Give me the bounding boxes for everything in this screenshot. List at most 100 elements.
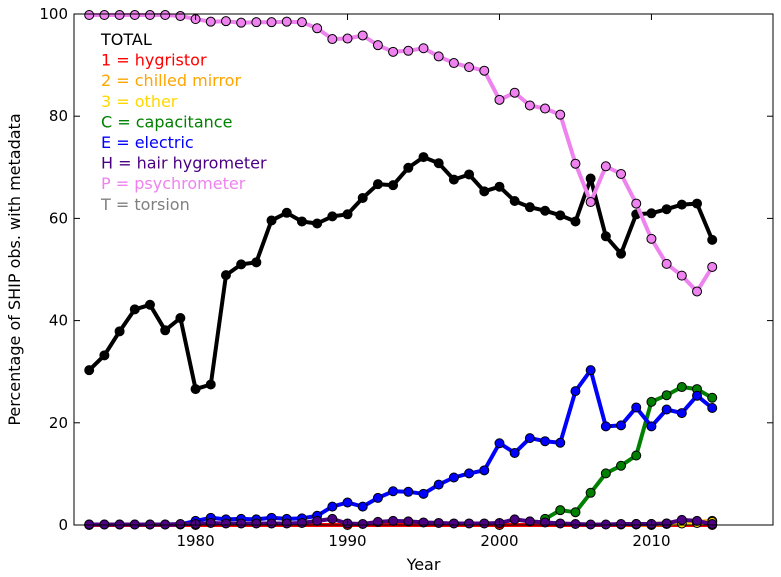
data-point — [676, 408, 687, 419]
legend-entry: 3 = other — [101, 92, 178, 111]
data-point — [616, 420, 627, 431]
data-point — [342, 497, 353, 508]
data-point — [540, 205, 551, 216]
data-point — [494, 94, 505, 105]
data-point — [585, 197, 596, 208]
data-point — [281, 207, 292, 218]
data-point — [646, 396, 657, 407]
data-point — [327, 501, 338, 512]
data-point — [144, 519, 155, 530]
series-4 — [540, 382, 718, 524]
data-point — [327, 34, 338, 45]
data-point — [266, 215, 277, 226]
data-point — [312, 218, 323, 229]
data-point — [631, 450, 642, 461]
data-point — [251, 17, 262, 28]
data-point — [570, 216, 581, 227]
data-point — [357, 30, 368, 41]
data-point — [555, 437, 566, 448]
data-point — [251, 518, 262, 529]
data-point — [281, 16, 292, 27]
data-point — [646, 233, 657, 244]
data-point — [175, 313, 186, 324]
data-point — [707, 234, 718, 245]
data-point — [692, 390, 703, 401]
data-point — [464, 62, 475, 73]
axes-layer: 1980 1990 2000 2010 0 20 40 60 80 100 — [39, 5, 773, 550]
data-point — [631, 402, 642, 413]
data-point — [144, 10, 155, 21]
legend-entry: T = torsion — [100, 195, 190, 214]
data-point — [585, 365, 596, 376]
series-0 — [84, 152, 718, 395]
y-tick-label: 100 — [39, 5, 68, 23]
data-point — [84, 10, 95, 21]
data-point — [220, 518, 231, 529]
data-point — [129, 304, 140, 315]
data-point — [524, 202, 535, 213]
data-point — [616, 518, 627, 529]
data-point — [585, 519, 596, 530]
legend-entry: C = capacitance — [101, 112, 232, 131]
data-point — [555, 505, 566, 516]
data-point — [509, 87, 520, 98]
legend-entry: H = hair hygrometer — [101, 154, 267, 173]
data-point — [479, 186, 490, 197]
data-point — [661, 258, 672, 269]
data-point — [616, 460, 627, 471]
data-point — [403, 45, 414, 56]
data-point — [540, 103, 551, 114]
data-point — [464, 169, 475, 180]
data-point — [388, 515, 399, 526]
data-point — [160, 325, 171, 336]
data-point — [205, 16, 216, 27]
data-point — [418, 152, 429, 163]
data-point — [555, 518, 566, 529]
data-point — [205, 379, 216, 390]
data-point — [479, 65, 490, 76]
data-point — [342, 209, 353, 220]
data-point — [266, 518, 277, 529]
series-5 — [84, 365, 718, 530]
data-point — [372, 179, 383, 190]
data-point — [99, 10, 110, 21]
data-point — [114, 519, 125, 530]
data-point — [676, 382, 687, 393]
data-point — [327, 513, 338, 524]
legend-entry: 1 = hygristor — [101, 51, 207, 70]
data-point — [175, 518, 186, 529]
legend-entry: 2 = chilled mirror — [101, 71, 241, 90]
x-tick-label: 1980 — [176, 532, 214, 550]
data-point — [616, 248, 627, 259]
data-point — [99, 519, 110, 530]
data-point — [281, 518, 292, 529]
data-point — [160, 519, 171, 530]
data-point — [357, 518, 368, 529]
data-point — [661, 404, 672, 415]
data-point — [372, 516, 383, 527]
x-axis-label: Year — [406, 555, 441, 574]
data-point — [707, 402, 718, 413]
data-point — [236, 17, 247, 28]
data-point — [160, 10, 171, 21]
data-point — [175, 11, 186, 22]
data-point — [600, 421, 611, 432]
data-point — [676, 514, 687, 525]
data-point — [114, 10, 125, 21]
data-point — [494, 181, 505, 192]
data-point — [403, 516, 414, 527]
data-point — [388, 180, 399, 191]
data-point — [464, 518, 475, 529]
data-point — [494, 438, 505, 449]
data-point — [433, 51, 444, 62]
data-point — [555, 109, 566, 120]
series-layer — [84, 10, 718, 530]
data-point — [509, 196, 520, 207]
data-point — [631, 198, 642, 209]
data-point — [540, 436, 551, 447]
legend-entry: P = psychrometer — [101, 174, 246, 193]
data-point — [327, 211, 338, 222]
data-point — [418, 517, 429, 528]
data-point — [236, 259, 247, 270]
